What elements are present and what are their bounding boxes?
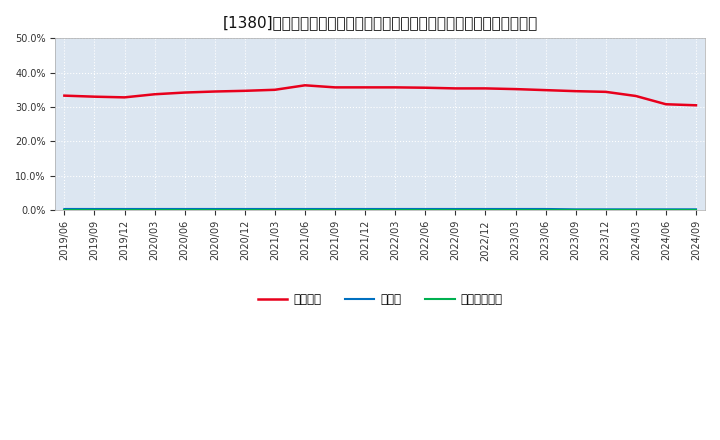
繰延税金資産	[361, 207, 369, 213]
Legend: 自己資本, のれん, 繰延税金資産: 自己資本, のれん, 繰延税金資産	[253, 289, 507, 311]
Title: [1380]　自己資本、のれん、繰延税金資産の総資産に対する比率の推移: [1380] 自己資本、のれん、繰延税金資産の総資産に対する比率の推移	[222, 15, 538, 30]
のれん	[120, 206, 129, 212]
自己資本	[631, 93, 640, 99]
繰延税金資産	[601, 207, 610, 213]
自己資本	[601, 89, 610, 95]
のれん	[541, 206, 550, 212]
のれん	[240, 206, 249, 212]
自己資本	[330, 85, 339, 90]
繰延税金資産	[511, 207, 520, 213]
Line: 自己資本: 自己資本	[64, 85, 696, 105]
自己資本	[511, 86, 520, 92]
自己資本	[60, 93, 68, 98]
繰延税金資産	[301, 207, 310, 213]
のれん	[421, 206, 430, 212]
のれん	[90, 206, 99, 212]
のれん	[631, 207, 640, 212]
自己資本	[572, 88, 580, 94]
繰延税金資産	[631, 207, 640, 213]
繰延税金資産	[120, 207, 129, 213]
のれん	[210, 206, 219, 212]
自己資本	[271, 87, 279, 92]
繰延税金資産	[662, 207, 670, 213]
のれん	[481, 206, 490, 212]
繰延税金資産	[541, 207, 550, 213]
自己資本	[692, 103, 701, 108]
繰延税金資産	[240, 207, 249, 213]
繰延税金資産	[572, 207, 580, 213]
繰延税金資産	[421, 207, 430, 213]
のれん	[180, 206, 189, 212]
のれん	[150, 206, 159, 212]
繰延税金資産	[391, 207, 400, 213]
繰延税金資産	[60, 207, 68, 213]
のれん	[361, 206, 369, 212]
自己資本	[210, 89, 219, 94]
繰延税金資産	[150, 207, 159, 213]
のれん	[601, 207, 610, 212]
繰延税金資産	[451, 207, 459, 213]
自己資本	[120, 95, 129, 100]
のれん	[692, 207, 701, 212]
繰延税金資産	[330, 207, 339, 213]
自己資本	[90, 94, 99, 99]
のれん	[330, 206, 339, 212]
繰延税金資産	[180, 207, 189, 213]
のれん	[391, 206, 400, 212]
自己資本	[180, 90, 189, 95]
繰延税金資産	[271, 207, 279, 213]
自己資本	[361, 85, 369, 90]
繰延税金資産	[90, 207, 99, 213]
繰延税金資産	[210, 207, 219, 213]
自己資本	[451, 86, 459, 91]
自己資本	[150, 92, 159, 97]
自己資本	[662, 102, 670, 107]
のれん	[572, 207, 580, 212]
のれん	[301, 206, 310, 212]
のれん	[451, 206, 459, 212]
繰延税金資産	[692, 207, 701, 213]
自己資本	[240, 88, 249, 93]
のれん	[662, 207, 670, 212]
自己資本	[421, 85, 430, 90]
自己資本	[541, 88, 550, 93]
繰延税金資産	[481, 207, 490, 213]
自己資本	[301, 83, 310, 88]
のれん	[271, 206, 279, 212]
自己資本	[391, 85, 400, 90]
のれん	[60, 206, 68, 212]
のれん	[511, 206, 520, 212]
自己資本	[481, 86, 490, 91]
